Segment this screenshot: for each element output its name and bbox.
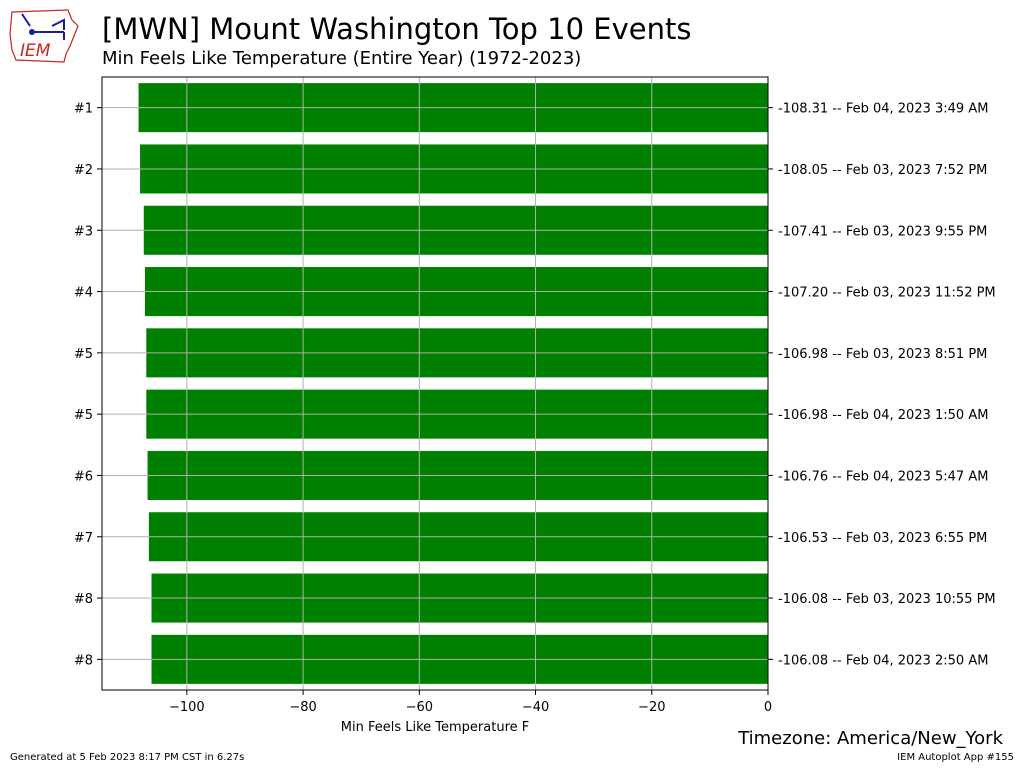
chart-title: [MWN] Mount Washington Top 10 Events xyxy=(102,12,692,46)
y-tick-label: #5 xyxy=(74,347,93,362)
plot-frame xyxy=(101,76,769,691)
timezone-label: Timezone: America/New_York xyxy=(738,728,1003,749)
x-tick-label: −20 xyxy=(638,700,665,715)
x-tick-label: −40 xyxy=(522,700,549,715)
x-tick-label: 0 xyxy=(764,700,772,715)
weather-dot-icon xyxy=(29,29,35,35)
y-tick-label: #5 xyxy=(74,408,93,423)
bar-data-label: -108.31 -- Feb 04, 2023 3:49 AM xyxy=(778,102,988,117)
iem-logo: IEM xyxy=(9,9,79,63)
x-tick-label: −80 xyxy=(289,700,316,715)
chart-subtitle: Min Feels Like Temperature (Entire Year)… xyxy=(102,48,582,69)
bar-data-label: -108.05 -- Feb 03, 2023 7:52 PM xyxy=(778,163,987,178)
y-tick-label: #1 xyxy=(74,102,93,117)
bar-data-label: -106.98 -- Feb 03, 2023 8:51 PM xyxy=(778,347,987,362)
bar-data-label: -106.08 -- Feb 04, 2023 2:50 AM xyxy=(778,653,988,668)
y-tick-label: #7 xyxy=(74,531,93,546)
y-tick-label: #6 xyxy=(74,469,93,484)
y-tick-label: #2 xyxy=(74,163,93,178)
y-tick-label: #8 xyxy=(74,592,93,607)
x-tick-label: −60 xyxy=(406,700,433,715)
bar-data-label: -107.41 -- Feb 03, 2023 9:55 PM xyxy=(778,224,987,239)
bar-data-label: -106.53 -- Feb 03, 2023 6:55 PM xyxy=(778,531,987,546)
weather-symbol-icon xyxy=(21,13,65,40)
y-tick-label: #4 xyxy=(74,286,93,301)
bar-data-label: -106.76 -- Feb 04, 2023 5:47 AM xyxy=(778,469,988,484)
logo-text: IEM xyxy=(20,41,51,61)
y-tick-label: #3 xyxy=(74,224,93,239)
generated-note: Generated at 5 Feb 2023 8:17 PM CST in 6… xyxy=(10,752,245,763)
bar-data-label: -107.20 -- Feb 03, 2023 11:52 PM xyxy=(778,286,996,301)
x-tick-label: −100 xyxy=(169,700,205,715)
x-axis-label: Min Feels Like Temperature F xyxy=(341,720,530,735)
bar-data-label: -106.08 -- Feb 03, 2023 10:55 PM xyxy=(778,592,996,607)
bar-data-label: -106.98 -- Feb 04, 2023 1:50 AM xyxy=(778,408,988,423)
app-credit: IEM Autoplot App #155 xyxy=(897,752,1014,763)
y-tick-label: #8 xyxy=(74,653,93,668)
